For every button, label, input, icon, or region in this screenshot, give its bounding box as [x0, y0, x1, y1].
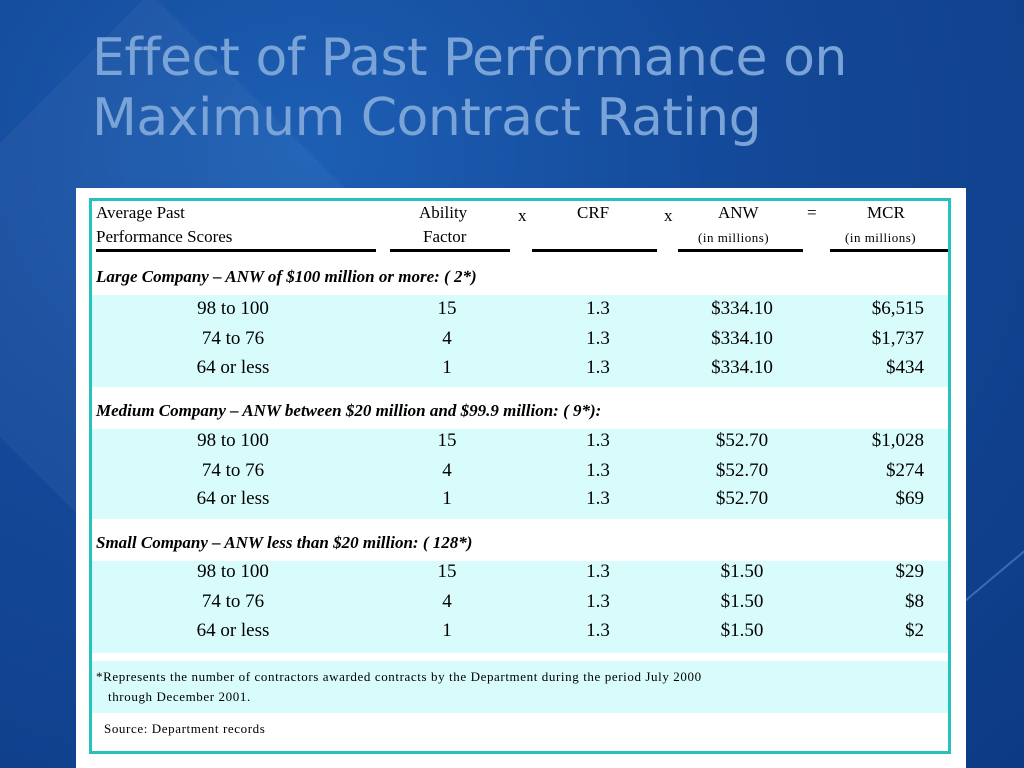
header-underline-scores [96, 249, 376, 252]
cell-anw: $1.50 [720, 591, 764, 612]
cell-anw: $52.70 [715, 488, 769, 509]
cell-anw: $52.70 [715, 460, 769, 481]
cell-ability: 15 [437, 430, 457, 451]
cell-ability: 4 [442, 460, 452, 481]
header-ability-line-1: Ability [419, 203, 468, 222]
cell-crf: 1.3 [586, 328, 610, 349]
cell-ability: 4 [442, 328, 452, 349]
rating-table: Average Past Performance Scores Ability … [89, 198, 951, 754]
table-row: 64 or less 1 1.3 $52.70 $69 [92, 488, 948, 517]
cell-anw: $334.10 [711, 357, 773, 378]
cell-crf: 1.3 [586, 561, 610, 582]
cell-ability: 1 [442, 488, 452, 509]
table-row: 74 to 76 4 1.3 $334.10 $1,737 [92, 328, 948, 357]
cell-anw: $1.50 [720, 620, 764, 641]
cell-crf: 1.3 [586, 357, 610, 378]
table-header: Average Past Performance Scores Ability … [92, 201, 948, 255]
cell-score: 64 or less [196, 357, 270, 378]
table-row: 64 or less 1 1.3 $1.50 $2 [92, 620, 948, 649]
cell-mcr: $434 [886, 357, 924, 378]
section-title-large: Large Company – ANW of $100 million or m… [96, 267, 477, 286]
table-row: 98 to 100 15 1.3 $334.10 $6,515 [92, 298, 948, 327]
header-anw-unit: (in millions) [698, 230, 770, 245]
table-row: 74 to 76 4 1.3 $52.70 $274 [92, 460, 948, 489]
footnote-band: *Represents the number of contractors aw… [92, 661, 948, 713]
header-mcr-unit: (in millions) [845, 230, 917, 245]
slide-title-line-1: Effect of Past Performance on [92, 28, 847, 88]
cell-score: 74 to 76 [201, 328, 265, 349]
section-large-title-band: Large Company – ANW of $100 million or m… [92, 257, 948, 295]
cell-crf: 1.3 [586, 591, 610, 612]
header-underline-anw [678, 249, 803, 252]
table-row: 74 to 76 4 1.3 $1.50 $8 [92, 591, 948, 620]
header-underline-mcr [830, 249, 948, 252]
cell-crf: 1.3 [586, 620, 610, 641]
header-scores-line-2: Performance Scores [96, 227, 233, 246]
table-row: 98 to 100 15 1.3 $52.70 $1,028 [92, 430, 948, 459]
source-band: Source: Department records [92, 715, 948, 751]
cell-ability: 1 [442, 620, 452, 641]
cell-ability: 15 [437, 561, 457, 582]
cell-mcr: $6,515 [871, 298, 924, 319]
cell-mcr: $8 [905, 591, 924, 612]
header-scores-line-1: Average Past [96, 203, 185, 222]
cell-ability: 15 [437, 298, 457, 319]
section-medium-rows: 98 to 100 15 1.3 $52.70 $1,028 74 to 76 … [92, 429, 948, 519]
header-underline-ability [390, 249, 510, 252]
cell-score: 74 to 76 [201, 460, 265, 481]
header-anw: ANW [718, 203, 759, 222]
cell-ability: 1 [442, 357, 452, 378]
cell-mcr: $29 [895, 561, 925, 582]
section-title-small: Small Company – ANW less than $20 millio… [96, 533, 473, 552]
cell-score: 64 or less [196, 620, 270, 641]
header-ability-line-2: Factor [423, 227, 467, 246]
section-medium-title-band: Medium Company – ANW between $20 million… [92, 391, 948, 429]
header-multiply-2: x [664, 206, 673, 225]
footnote-line-1: *Represents the number of contractors aw… [96, 669, 702, 684]
cell-ability: 4 [442, 591, 452, 612]
cell-crf: 1.3 [586, 460, 610, 481]
section-title-medium: Medium Company – ANW between $20 million… [96, 401, 602, 420]
cell-score: 74 to 76 [201, 591, 265, 612]
cell-score: 98 to 100 [197, 298, 269, 319]
cell-score: 64 or less [196, 488, 270, 509]
section-small-title-band: Small Company – ANW less than $20 millio… [92, 523, 948, 561]
section-small-rows: 98 to 100 15 1.3 $1.50 $29 74 to 76 4 1.… [92, 561, 948, 653]
cell-mcr: $69 [895, 488, 925, 509]
cell-crf: 1.3 [586, 430, 610, 451]
header-mcr: MCR [867, 203, 905, 222]
header-crf: CRF [577, 203, 610, 222]
table-row: 64 or less 1 1.3 $334.10 $434 [92, 357, 948, 386]
cell-anw: $334.10 [711, 328, 773, 349]
cell-mcr: $1,028 [871, 430, 924, 451]
cell-anw: $1.50 [720, 561, 764, 582]
cell-score: 98 to 100 [197, 430, 269, 451]
source-note: Source: Department records [104, 721, 266, 736]
slide-title: Effect of Past Performance on Maximum Co… [92, 28, 992, 148]
cell-anw: $52.70 [715, 430, 769, 451]
section-large-rows: 98 to 100 15 1.3 $334.10 $6,515 74 to 76… [92, 295, 948, 387]
header-multiply-1: x [518, 206, 527, 225]
cell-mcr: $1,737 [871, 328, 924, 349]
header-equals: = [807, 203, 817, 222]
cell-crf: 1.3 [586, 488, 610, 509]
cell-mcr: $2 [905, 620, 924, 641]
table-row: 98 to 100 15 1.3 $1.50 $29 [92, 561, 948, 590]
slide-title-line-2: Maximum Contract Rating [92, 88, 762, 148]
cell-crf: 1.3 [586, 298, 610, 319]
cell-score: 98 to 100 [197, 561, 269, 582]
cell-mcr: $274 [886, 460, 924, 481]
header-underline-crf [532, 249, 657, 252]
footnote-line-2: through December 2001. [108, 689, 251, 704]
cell-anw: $334.10 [711, 298, 773, 319]
